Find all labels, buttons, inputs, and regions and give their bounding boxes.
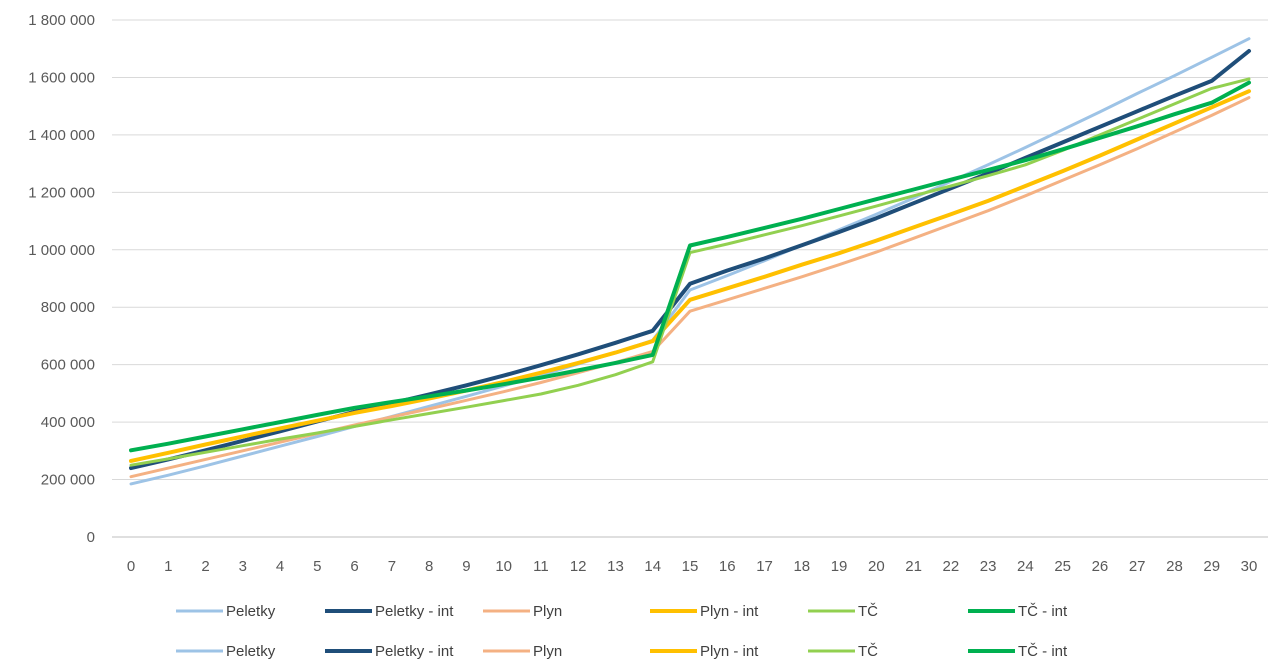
legend-label: TČ - int [1018,603,1068,620]
x-tick-label: 10 [495,558,512,575]
x-tick-label: 8 [425,558,433,575]
legend: Peletky Peletky - int Plyn Plyn - int TČ TČ -… [176,603,1068,660]
x-tick-label: 4 [276,558,284,575]
legend-label: Peletky [226,603,276,620]
x-tick-label: 14 [644,558,661,575]
x-tick-label: 7 [388,558,396,575]
x-tick-label: 11 [533,558,549,575]
series-line-5 [129,80,1251,453]
y-tick-label: 1 400 000 [28,127,95,144]
x-tick-label: 9 [462,558,470,575]
legend-label: TČ [858,643,878,660]
y-tick-label: 600 000 [41,357,95,374]
x-tick-label: 28 [1166,558,1183,575]
y-tick-label: 800 000 [41,299,95,316]
legend-label: TČ [858,603,878,620]
x-tick-label: 12 [570,558,587,575]
x-tick-label: 15 [682,558,699,575]
y-tick-label: 1 600 000 [28,69,95,86]
y-tick-label: 1 000 000 [28,242,95,259]
x-tick-label: 20 [868,558,885,575]
legend-label: Plyn - int [700,603,759,620]
legend-label: TČ - int [1018,643,1068,660]
x-axis-tick-labels: 0 1 2 3 4 5 6 7 8 9 10 11 12 13 14 15 16 17 18 19 20 21 22 23 24… [127,558,1258,575]
y-axis-tick-labels: 0 200 000 400 000 600 000 800 000 1 000 000 1 … [28,12,95,546]
legend-label: Plyn [533,643,562,660]
legend-label: Peletky - int [375,643,454,660]
gridlines [112,19,1268,538]
y-tick-label: 0 [87,529,95,546]
x-tick-label: 30 [1241,558,1258,575]
y-tick-label: 400 000 [41,414,95,431]
series-lines [129,37,1251,486]
x-tick-label: 29 [1203,558,1220,575]
x-tick-label: 22 [943,558,960,575]
x-tick-label: 18 [793,558,810,575]
x-tick-label: 16 [719,558,736,575]
series-line-0 [129,37,1251,486]
legend-label: Plyn [533,603,562,620]
x-tick-label: 24 [1017,558,1034,575]
x-tick-label: 5 [313,558,321,575]
x-tick-label: 25 [1054,558,1071,575]
x-tick-label: 21 [905,558,922,575]
x-tick-label: 13 [607,558,624,575]
x-tick-label: 0 [127,558,135,575]
x-tick-label: 2 [201,558,209,575]
x-tick-label: 3 [239,558,247,575]
x-tick-label: 23 [980,558,997,575]
y-tick-label: 1 800 000 [28,12,95,29]
x-tick-label: 6 [350,558,358,575]
series-line-1 [129,49,1251,471]
x-tick-label: 19 [831,558,848,575]
legend-label: Peletky [226,643,276,660]
x-tick-label: 1 [164,558,172,575]
legend-label: Plyn - int [700,643,759,660]
y-tick-label: 200 000 [41,472,95,489]
x-tick-label: 26 [1092,558,1109,575]
series-line-4 [129,77,1251,467]
legend-label: Peletky - int [375,603,454,620]
series-line-3 [129,89,1251,463]
x-tick-label: 27 [1129,558,1146,575]
x-tick-label: 17 [756,558,773,575]
y-tick-label: 1 200 000 [28,184,95,201]
